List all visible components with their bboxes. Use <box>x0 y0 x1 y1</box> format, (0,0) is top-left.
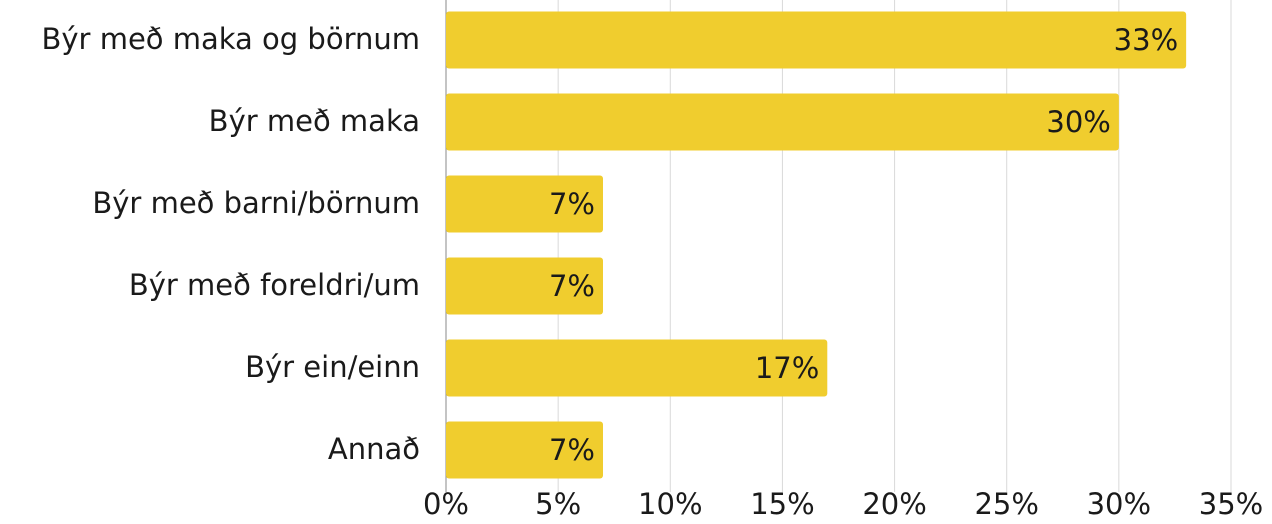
x-tick-label: 25% <box>974 487 1038 521</box>
bar <box>446 257 603 315</box>
data-label: 7% <box>549 269 595 303</box>
y-tick-label: Býr með foreldri/um <box>129 268 420 302</box>
y-tick-label: Býr með maka <box>209 104 420 138</box>
x-tick-label: 0% <box>423 487 469 521</box>
bar <box>446 11 1187 69</box>
y-tick-label: Býr með maka og börnum <box>42 22 421 56</box>
x-tick-label: 15% <box>750 487 814 521</box>
y-tick-label: Býr með barni/börnum <box>92 186 420 220</box>
data-label: 30% <box>1046 105 1110 139</box>
bar <box>446 339 828 397</box>
bar <box>446 421 603 479</box>
x-tick-label: 30% <box>1087 487 1151 521</box>
data-label: 17% <box>755 351 819 385</box>
y-tick-label: Annað <box>328 432 420 466</box>
x-tick-label: 35% <box>1199 487 1263 521</box>
data-label: 7% <box>549 433 595 467</box>
bar <box>446 93 1119 151</box>
x-tick-label: 20% <box>862 487 926 521</box>
y-tick-label: Býr ein/einn <box>245 350 420 384</box>
x-tick-label: 5% <box>535 487 581 521</box>
data-label: 33% <box>1114 23 1178 57</box>
data-label: 7% <box>549 187 595 221</box>
x-tick-label: 10% <box>638 487 702 521</box>
bar <box>446 175 603 233</box>
